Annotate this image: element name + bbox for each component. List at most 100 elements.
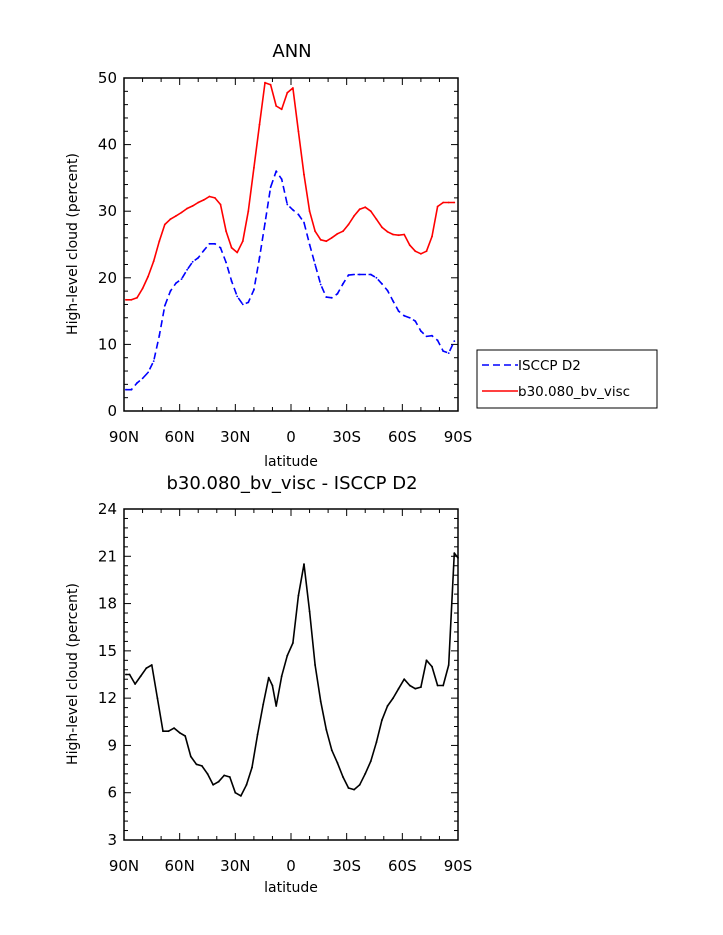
- top-series-0-point: [369, 273, 372, 276]
- bottom-series-0-point: [403, 678, 406, 681]
- top-series-1-point: [330, 236, 333, 239]
- top-series-0-point: [180, 278, 183, 280]
- bottom-y-axis-label: High-level cloud (percent): [65, 583, 81, 765]
- top-series-1-point: [353, 215, 355, 217]
- bottom-series-0-point: [178, 731, 181, 734]
- top-series-0-point: [330, 296, 333, 299]
- bottom-plot-frame: [123, 508, 459, 841]
- top-y-tick-label: 40: [98, 136, 117, 154]
- bottom-y-tick-label: 18: [98, 595, 117, 613]
- top-series-0-point: [225, 261, 228, 264]
- bottom-series-0-point: [314, 664, 316, 666]
- bottom-series-line-0: [125, 552, 459, 797]
- bottom-series-0-point: [145, 667, 148, 670]
- top-x-tick-label: 90N: [109, 428, 139, 446]
- top-series-1-point: [125, 298, 127, 301]
- top-series-0-point: [342, 282, 344, 285]
- bottom-series-0-point: [347, 787, 350, 789]
- bottom-series-0-point: [292, 642, 294, 644]
- legend-label-model: b30.080_bv_visc: [518, 384, 630, 400]
- top-series-0-point: [264, 222, 266, 225]
- bottom-x-tick-label: 60S: [388, 857, 417, 875]
- top-series-0-point: [136, 382, 138, 384]
- bottom-series-0-point: [240, 795, 242, 797]
- top-series-0-point: [158, 334, 161, 337]
- top-series-0-point: [169, 290, 172, 292]
- top-series-0-point: [230, 280, 233, 282]
- bottom-series-0-point: [256, 733, 259, 736]
- top-series-1-point: [342, 230, 344, 233]
- top-series-1-point: [208, 195, 211, 198]
- bottom-y-tick-label: 9: [107, 736, 117, 754]
- top-series-0-point: [208, 242, 211, 245]
- top-series-1-point: [214, 197, 216, 199]
- top-series-1-point: [392, 233, 394, 236]
- top-series-0-point: [420, 330, 422, 332]
- top-series-line-1: [125, 81, 455, 301]
- top-series-0-point: [336, 292, 339, 295]
- top-series-1-point: [420, 252, 422, 255]
- top-series-1-point: [141, 287, 144, 290]
- bottom-series-0-point: [397, 687, 400, 690]
- top-series-0-point: [442, 350, 445, 352]
- bottom-series-0-point: [267, 676, 270, 679]
- bottom-series-0-point: [173, 727, 176, 729]
- top-series-1-point: [442, 201, 445, 204]
- bottom-series-0-point: [358, 783, 361, 786]
- bottom-x-tick-label: 30N: [220, 857, 250, 875]
- legend: ISCCP D2 b30.080_bv_visc: [476, 349, 658, 409]
- top-y-tick-label: 10: [98, 335, 117, 353]
- top-series-1-point: [381, 226, 383, 229]
- top-series-1-point: [247, 210, 250, 213]
- top-series-1-point: [163, 223, 166, 226]
- legend-box: [476, 349, 658, 409]
- top-series-0-point: [425, 335, 428, 338]
- bottom-series-0-point: [150, 664, 153, 666]
- top-series-0-point: [269, 186, 272, 189]
- top-series-1-point: [447, 201, 450, 204]
- bottom-series-0-point: [386, 705, 389, 707]
- top-series-1-point: [453, 201, 456, 204]
- top-series-0-point: [292, 209, 294, 211]
- top-series-1-point: [280, 108, 283, 111]
- top-series-1-point: [202, 199, 205, 201]
- top-series-1-point: [408, 244, 411, 247]
- top-series-0-point: [247, 301, 250, 304]
- top-x-tick-label: 30S: [332, 428, 361, 446]
- bottom-series-0-point: [128, 673, 131, 676]
- top-series-0-point: [358, 273, 361, 276]
- bottom-series-0-point: [275, 705, 278, 707]
- bottom-series-0-point: [392, 697, 394, 699]
- legend-label-isccp: ISCCP D2: [518, 358, 581, 374]
- bottom-series-0-point: [381, 719, 383, 722]
- bottom-series-0-point: [425, 659, 428, 662]
- top-series-0-point: [364, 273, 367, 276]
- top-series-0-point: [447, 352, 450, 354]
- bottom-series-0-point: [234, 791, 237, 794]
- top-series-1-point: [197, 201, 200, 204]
- top-series-1-point: [297, 130, 300, 133]
- top-y-tick-label: 50: [98, 69, 117, 87]
- top-series-0-point: [353, 273, 355, 276]
- top-series-0-point: [286, 203, 289, 206]
- bottom-series-0-point: [156, 697, 159, 699]
- top-series-1-point: [286, 91, 289, 94]
- top-series-1-point: [386, 230, 389, 233]
- bottom-series-0-point: [280, 675, 283, 677]
- top-series-1-point: [347, 223, 350, 226]
- top-series-0-point: [275, 170, 278, 173]
- bottom-series-0-point: [167, 730, 170, 733]
- top-series-0-point: [319, 283, 322, 286]
- top-series-1-point: [147, 275, 150, 278]
- bottom-series-0-point: [139, 675, 142, 677]
- bottom-series-0-point: [251, 766, 253, 769]
- bottom-series-0-point: [217, 780, 220, 783]
- top-series-1-point: [375, 218, 378, 221]
- bottom-x-tick-label: 0: [286, 857, 296, 875]
- top-series-0-point: [436, 339, 439, 342]
- top-series-0-point: [375, 276, 378, 279]
- top-series-0-point: [303, 221, 305, 224]
- top-x-tick-label: 60S: [388, 428, 417, 446]
- bottom-series: [125, 552, 459, 797]
- top-series-0-point: [397, 310, 400, 312]
